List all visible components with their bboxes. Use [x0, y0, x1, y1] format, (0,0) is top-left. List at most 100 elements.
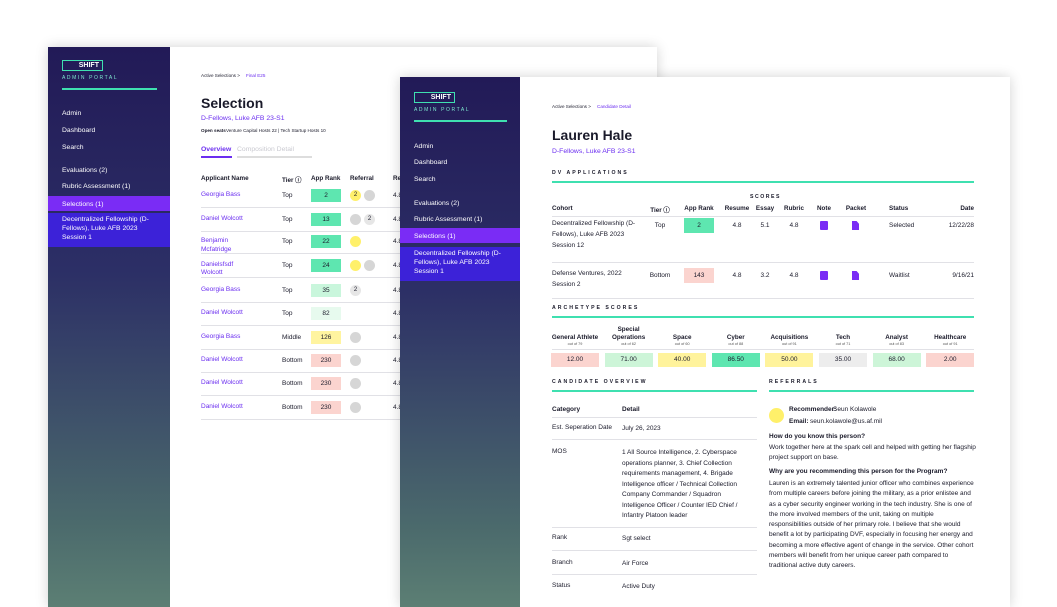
applicant-name: Daniel Wolcott	[201, 214, 243, 222]
app-rank: 35	[311, 283, 341, 297]
tier: Bottom	[649, 272, 671, 279]
front-window: SHIFT ADMIN PORTAL Admin Dashboard Search Eva…	[400, 77, 1010, 607]
column-header: Date	[960, 205, 974, 212]
referral-indicator	[350, 401, 361, 413]
sidebar	[48, 47, 170, 607]
cohort: Defense Ventures, 2022 Session 2	[552, 270, 622, 288]
archetype-max: out of 71	[835, 342, 851, 346]
seats-label: Open seats	[201, 128, 226, 133]
referral-indicator: 2	[350, 284, 361, 296]
archetype-name: Acquisitions	[770, 333, 809, 341]
essay-score: 3.2	[760, 272, 770, 279]
category: Branch	[552, 559, 573, 566]
category: MOS	[552, 448, 567, 455]
divider	[552, 417, 757, 418]
referral-indicator	[350, 236, 361, 247]
column-header: Resume	[724, 205, 750, 212]
essay-score: 5.1	[760, 222, 770, 229]
column-header: App Rank	[311, 175, 341, 182]
divider	[552, 550, 757, 551]
nav-highlight	[400, 228, 520, 243]
resume-score: 4.8	[393, 356, 403, 364]
category: Status	[552, 582, 571, 589]
tier: Middle	[282, 333, 302, 341]
column-header: Category	[552, 406, 581, 413]
nav-item: Admin	[62, 110, 82, 117]
date: 9/16/21	[952, 272, 974, 279]
app-rank: 2	[311, 188, 341, 202]
app-rank: 82	[311, 306, 341, 320]
applicant-name: Daniel Wolcott	[201, 308, 243, 316]
nav-item: Selections (1)	[414, 233, 456, 240]
divider	[414, 120, 507, 122]
tier: Bottom	[282, 403, 303, 411]
tier: Top	[282, 191, 293, 199]
archetype-max: out of 91	[782, 342, 797, 346]
applicant-name: Daniel Wolcott	[201, 355, 243, 363]
resume-score: 4.8	[732, 222, 742, 229]
question: Why are you recommending this person for…	[769, 468, 948, 475]
date: 12/22/28	[948, 222, 974, 229]
status: Selected	[889, 222, 915, 229]
archetype-name: Healthcare	[934, 333, 967, 341]
divider	[552, 216, 974, 217]
archetype-max: out of 79	[567, 342, 583, 346]
referral-indicator: 2	[364, 213, 375, 225]
email-label: Email:	[789, 418, 809, 425]
column-header: Detail	[622, 406, 640, 413]
sidebar	[400, 77, 520, 607]
column-header: Essay	[755, 205, 775, 212]
applicant-name: Daniel Wolcott	[201, 402, 243, 410]
resume-score: 4.8	[393, 379, 403, 387]
nav-item: Search	[62, 144, 84, 151]
breadcrumb: Active Selections >	[201, 73, 240, 78]
nav-highlight	[48, 196, 170, 211]
nav-item: Rubric Assessment (1)	[62, 183, 131, 190]
tab-underline	[201, 156, 232, 158]
resume-score: 4.8	[393, 333, 403, 341]
section-label: REFERRALS	[769, 379, 819, 385]
archetype-score: 2.00	[926, 353, 975, 367]
app-rank: 126	[311, 330, 341, 344]
resume-score: 4.8	[393, 286, 403, 294]
column-header: Status	[889, 205, 909, 212]
app-rank: 143	[684, 268, 714, 283]
column-header: Tier ⓘ	[282, 177, 302, 184]
referral-indicator	[364, 189, 375, 201]
app-rank: 230	[311, 353, 341, 367]
page-title: Selection	[201, 95, 264, 111]
nav-item: Decentralized Fellowship (D-Fellows), Lu…	[414, 250, 501, 275]
status: Waitlist	[889, 272, 910, 279]
archetype-name: Tech	[835, 333, 851, 341]
app-rank: 13	[311, 212, 341, 226]
referral-indicator: 2	[350, 189, 361, 201]
column-header: Referral	[350, 175, 374, 182]
detail: Sgt select	[622, 535, 651, 542]
archetype-name: Analyst	[885, 333, 908, 341]
applicant-name: Danielsfsdf Wolcott	[201, 260, 234, 277]
archetype-score: 50.00	[765, 353, 814, 367]
divider	[552, 181, 974, 183]
divider	[552, 390, 757, 392]
nav-item: Admin	[414, 143, 434, 150]
section-label: ARCHETYPE SCORES	[552, 305, 640, 311]
section-label: CANDIDATE OVERVIEW	[552, 379, 648, 385]
resume-score: 4.8	[393, 191, 403, 199]
nav-item: Dashboard	[62, 127, 96, 134]
nav-item: Evaluations (2)	[62, 167, 108, 174]
detail: 1 All Source Intelligence, 2. Cyberspace…	[622, 449, 738, 519]
divider	[552, 262, 974, 263]
applicant-name: Georgia Bass	[201, 332, 241, 340]
rubric-score: 4.8	[789, 272, 799, 279]
answer: Work together here at the spark cell and…	[769, 444, 976, 462]
app-rank: 24	[311, 258, 341, 272]
email: seun.kolawole@us.af.mil	[810, 418, 882, 425]
app-rank: 22	[311, 235, 341, 248]
resume-score: 4.8	[393, 309, 403, 317]
referral-indicator	[350, 377, 361, 389]
archetype-max: out of 88	[728, 342, 744, 346]
applicant-name: Georgia Bass	[201, 285, 241, 293]
referral-indicator	[350, 259, 361, 271]
tab: Composition Detail	[237, 146, 295, 153]
seats-text: Venture Capital Hosts 22 | Tech Startup …	[226, 128, 326, 133]
